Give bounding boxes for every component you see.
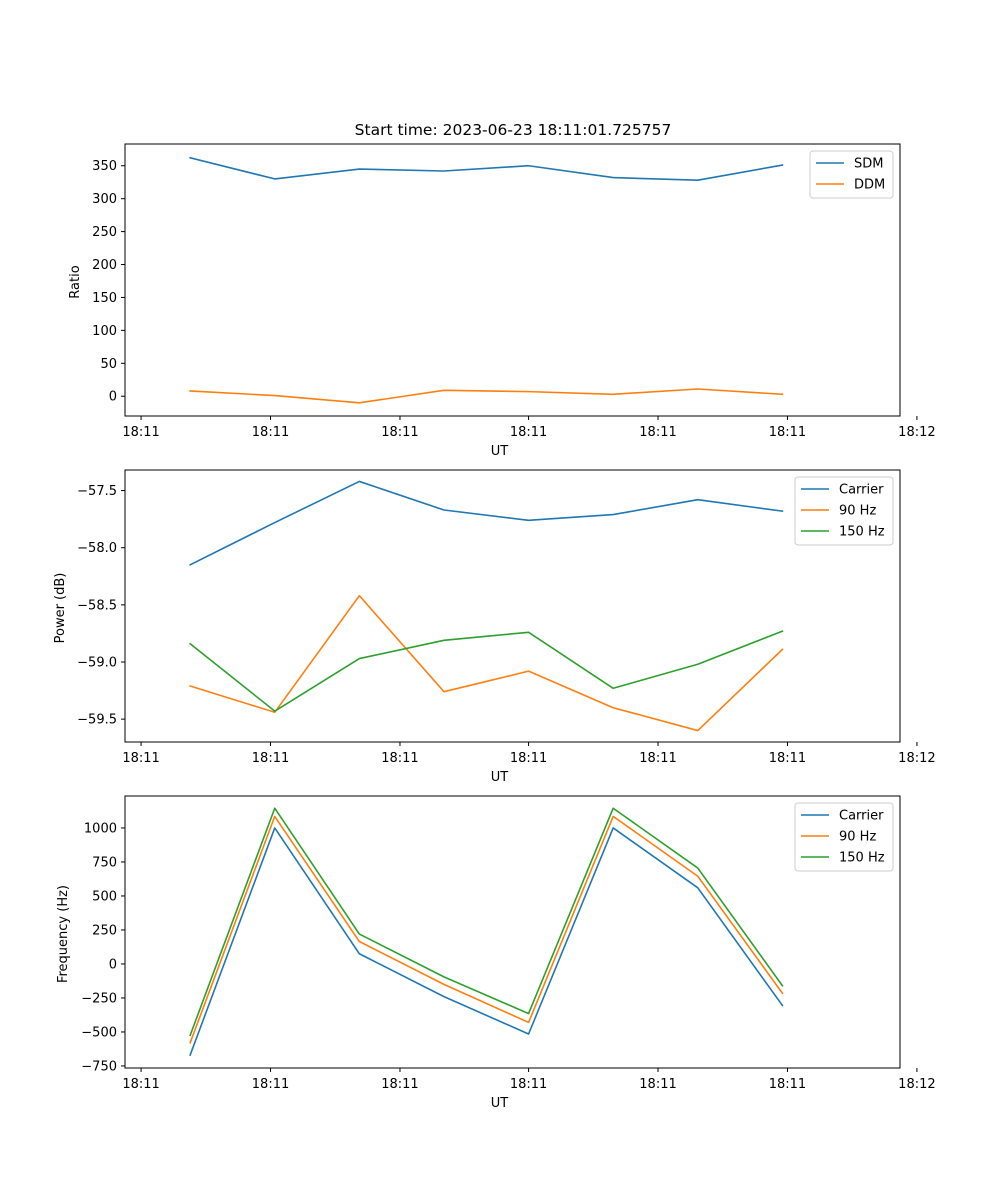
chart-panel-3: 18:11 18:11 18:11 18:11 18:11 18:11 18:12 −750 −…	[56, 795, 936, 1111]
x-axis-label: UT	[491, 770, 509, 785]
x-tick-label: 18:11	[510, 1077, 547, 1092]
series-line-90-hz	[189, 594, 784, 732]
x-tick-label: 18:11	[381, 425, 418, 440]
y-tick-label: 350	[92, 159, 117, 174]
x-tick-label: 18:11	[252, 425, 289, 440]
x-tick-label: 18:11	[381, 1077, 418, 1092]
y-tick-label: 200	[92, 258, 117, 273]
legend-entry: Carrier	[839, 809, 884, 824]
series-line-carrier	[189, 480, 784, 566]
panels: 18:11 18:11 18:11 18:11 18:11 18:11 18:12 0 50 10…	[53, 143, 936, 1111]
series-line-carrier	[189, 827, 784, 1057]
x-tick-label: 18:11	[769, 751, 806, 766]
x-tick-label: 18:11	[510, 751, 547, 766]
x-tick-label: 18:12	[898, 425, 935, 440]
y-tick-label: 750	[92, 855, 117, 870]
y-tick-label: −500	[81, 1025, 117, 1040]
x-tick-label: 18:11	[252, 1077, 289, 1092]
y-tick-label: −58.5	[77, 598, 117, 613]
x-tick-label: 18:11	[769, 425, 806, 440]
series-line-150-hz	[189, 807, 784, 1037]
y-tick-label: 0	[109, 957, 117, 972]
legend-entry: DDM	[854, 178, 885, 193]
x-tick-label: 18:11	[122, 1077, 159, 1092]
y-tick-label: 1000	[84, 821, 117, 836]
y-tick-label: 50	[100, 357, 117, 372]
x-tick-label: 18:11	[122, 425, 159, 440]
legend: Carrier 90 Hz 150 Hz	[794, 476, 894, 546]
x-tick-label: 18:11	[510, 425, 547, 440]
x-tick-label: 18:12	[898, 1077, 935, 1092]
x-tick-label: 18:11	[122, 751, 159, 766]
y-tick-label: 100	[92, 324, 117, 339]
y-tick-label: 300	[92, 192, 117, 207]
y-tick-label: −59.0	[77, 656, 117, 671]
y-tick-label: 250	[92, 225, 117, 240]
legend-entry: 90 Hz	[839, 504, 876, 519]
y-tick-label: −58.0	[77, 541, 117, 556]
y-tick-label: −59.5	[77, 713, 117, 728]
series-line-ddm	[189, 388, 784, 404]
y-axis-label: Power (dB)	[53, 573, 68, 644]
legend-frame	[794, 476, 894, 546]
x-axis-label: UT	[491, 1096, 509, 1111]
y-tick-label: −750	[81, 1059, 117, 1074]
series-lines	[189, 807, 784, 1057]
chart-panel-1: 18:11 18:11 18:11 18:11 18:11 18:11 18:12 0 50 10…	[68, 143, 936, 459]
axes-frame	[124, 795, 901, 1069]
y-axis-label: Frequency (Hz)	[56, 885, 71, 983]
x-tick-label: 18:11	[639, 1077, 676, 1092]
x-tick-label: 18:11	[769, 1077, 806, 1092]
legend-entry: 150 Hz	[839, 525, 885, 540]
legend: SDM DDM	[809, 150, 894, 199]
axes-frame	[124, 469, 901, 743]
y-tick-label: 500	[92, 889, 117, 904]
series-line-sdm	[189, 156, 784, 182]
series-line-150-hz	[189, 630, 784, 712]
figure-title: Start time: 2023-06-23 18:11:01.725757	[355, 121, 672, 139]
legend-frame	[794, 802, 894, 872]
legend-entry: 150 Hz	[839, 851, 885, 866]
x-tick-label: 18:11	[639, 425, 676, 440]
y-tick-label: 250	[92, 923, 117, 938]
legend-entry: Carrier	[839, 483, 884, 498]
y-tick-label: 150	[92, 291, 117, 306]
legend-entry: SDM	[854, 157, 883, 172]
x-tick-label: 18:11	[639, 751, 676, 766]
y-tick-label: −57.5	[77, 484, 117, 499]
chart-panel-2: 18:11 18:11 18:11 18:11 18:11 18:11 18:12 −59.5…	[53, 469, 936, 785]
y-axis-label: Ratio	[68, 265, 83, 298]
x-axis-label: UT	[491, 444, 509, 459]
x-tick-label: 18:12	[898, 751, 935, 766]
y-tick-label: 0	[109, 390, 117, 405]
series-line-90-hz	[189, 815, 784, 1044]
series-lines	[189, 480, 784, 732]
legend-entry: 90 Hz	[839, 830, 876, 845]
legend: Carrier 90 Hz 150 Hz	[794, 802, 894, 872]
axes-frame	[124, 143, 901, 417]
x-tick-label: 18:11	[252, 751, 289, 766]
y-tick-label: −250	[81, 991, 117, 1006]
series-lines	[189, 156, 784, 404]
x-tick-label: 18:11	[381, 751, 418, 766]
